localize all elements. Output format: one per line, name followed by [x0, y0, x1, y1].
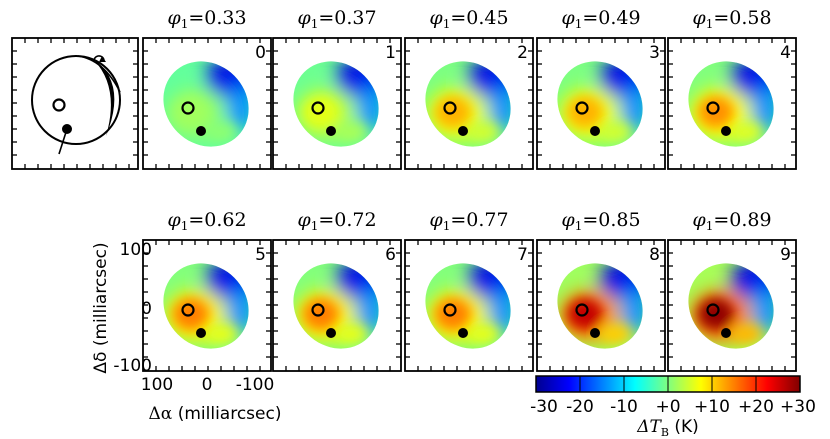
x-tick-label: 100: [141, 375, 173, 395]
map-panel: 4 φ1=0.58: [667, 7, 797, 170]
panel-ticks: [273, 240, 401, 371]
warm-tail: [335, 324, 367, 344]
map-panel: 3 φ1=0.49: [536, 7, 666, 170]
secondary-star-marker: [458, 328, 468, 338]
panel-ticks: [273, 38, 401, 169]
warm-tail: [467, 324, 499, 344]
secondary-star-marker: [721, 328, 731, 338]
phase-title: φ1=0.85: [561, 209, 640, 233]
panel-index-label: 1: [385, 43, 396, 63]
map-panel: 8 φ1=0.85: [536, 209, 666, 372]
colorbar-tick-label: -20: [566, 397, 594, 417]
primary-star-marker: [181, 101, 195, 115]
primary-star-marker: [443, 303, 457, 317]
phase-title: φ1=0.37: [297, 7, 376, 31]
primary-star-marker: [311, 303, 325, 317]
y-axis-label: Δδ (milliarcsec): [91, 242, 111, 373]
secondary-star-marker: [196, 126, 206, 136]
map-panel: 1 φ1=0.37: [272, 7, 402, 170]
warm-tail: [599, 122, 631, 142]
secondary-star-marker: [196, 328, 206, 338]
secondary-star-marker: [590, 126, 600, 136]
primary-star-marker: [575, 101, 589, 115]
panel-ticks: [405, 38, 533, 169]
primary-star-marker: [706, 101, 720, 115]
colorbar-tick-label: +0: [655, 397, 680, 417]
colorbar-tick-label: +20: [738, 397, 774, 417]
panel-index-label: 5: [255, 245, 266, 265]
x-tick-label: 0: [202, 375, 213, 395]
panel-index-label: 8: [649, 245, 660, 265]
panel-ticks: [405, 240, 533, 371]
panel-ticks: [537, 240, 665, 371]
phase-title: φ1=0.77: [429, 209, 508, 233]
panel-index-label: 9: [780, 245, 791, 265]
primary-star-marker: [181, 303, 195, 317]
panel-ticks: [668, 240, 796, 371]
panels-layer: 0 φ1=0.33 1 φ1=0.37 2 φ1=0.45 3 φ1=0.49 4 φ1=0.58…: [142, 7, 797, 372]
primary-star-marker: [311, 101, 325, 115]
phase-title: φ1=0.33: [167, 7, 246, 31]
panel-index-label: 6: [385, 245, 396, 265]
map-panel: 2 φ1=0.45: [404, 7, 534, 170]
phase-title: φ1=0.45: [429, 7, 508, 31]
primary-star-marker: [575, 303, 589, 317]
panel-ticks: [537, 38, 665, 169]
y-tick-label: -100: [113, 356, 152, 376]
axes-labels: 100 0 -100 100 0 -100 Δα (milliarcsec) Δ…: [91, 240, 281, 424]
binary-orbit-schematic-panel: [11, 37, 139, 170]
stellar-disk-outline: [31, 55, 121, 145]
colorbar-tick-label: +30: [780, 397, 816, 417]
warm-tail: [599, 324, 631, 344]
x-axis-label: Δα (milliarcsec): [149, 404, 282, 424]
colorbar-tick-label: -30: [530, 397, 558, 417]
secondary-star-marker: [721, 126, 731, 136]
x-tick-label: -100: [236, 375, 275, 395]
secondary-star-marker: [590, 328, 600, 338]
secondary-star-marker: [326, 328, 336, 338]
phase-title: φ1=0.49: [561, 7, 640, 31]
colorbar-label: ΔTB (K): [636, 417, 699, 439]
primary-star-marker: [443, 101, 457, 115]
panel-ticks: [143, 240, 271, 371]
phase-title: φ1=0.89: [692, 209, 771, 233]
secondary-star-marker: [326, 126, 336, 136]
colorbar-tick-label: -10: [610, 397, 638, 417]
map-panel: 5 φ1=0.62: [142, 209, 272, 372]
warm-tail: [205, 324, 237, 344]
map-panel: 0 φ1=0.33: [142, 7, 272, 170]
phase-title: φ1=0.58: [692, 7, 771, 31]
warm-tail: [467, 122, 499, 142]
orbital-axis-line: [58, 128, 68, 155]
map-panel: 7 φ1=0.77: [404, 209, 534, 372]
primary-star-marker: [52, 98, 66, 112]
panel-index-label: 7: [517, 245, 528, 265]
y-tick-label: 0: [141, 299, 152, 319]
warm-tail: [730, 122, 762, 142]
limb-crescent: [92, 58, 115, 136]
panel-ticks: [143, 38, 271, 169]
panel-index-label: 2: [517, 43, 528, 63]
y-tick-label: 100: [120, 240, 152, 260]
warm-tail: [335, 122, 367, 142]
panel-ticks: [668, 38, 796, 169]
map-panel: 9 φ1=0.89: [667, 209, 797, 372]
panel-index-label: 4: [780, 43, 791, 63]
primary-star-marker: [706, 303, 720, 317]
orbit-arc: [77, 55, 121, 93]
secondary-star-marker: [458, 126, 468, 136]
warm-tail: [205, 122, 237, 142]
colorbar: -30 -20 -10 +0 +10 +20 +30 ΔTB (K): [530, 375, 816, 439]
map-panel: 6 φ1=0.72: [272, 209, 402, 372]
panel-index-label: 0: [255, 43, 266, 63]
panel-index-label: 3: [649, 43, 660, 63]
arrowhead-icon: [99, 56, 106, 62]
phase-title: φ1=0.72: [297, 209, 376, 233]
warm-tail: [730, 324, 762, 344]
colorbar-tick-label: +10: [694, 397, 730, 417]
phase-title: φ1=0.62: [167, 209, 246, 233]
